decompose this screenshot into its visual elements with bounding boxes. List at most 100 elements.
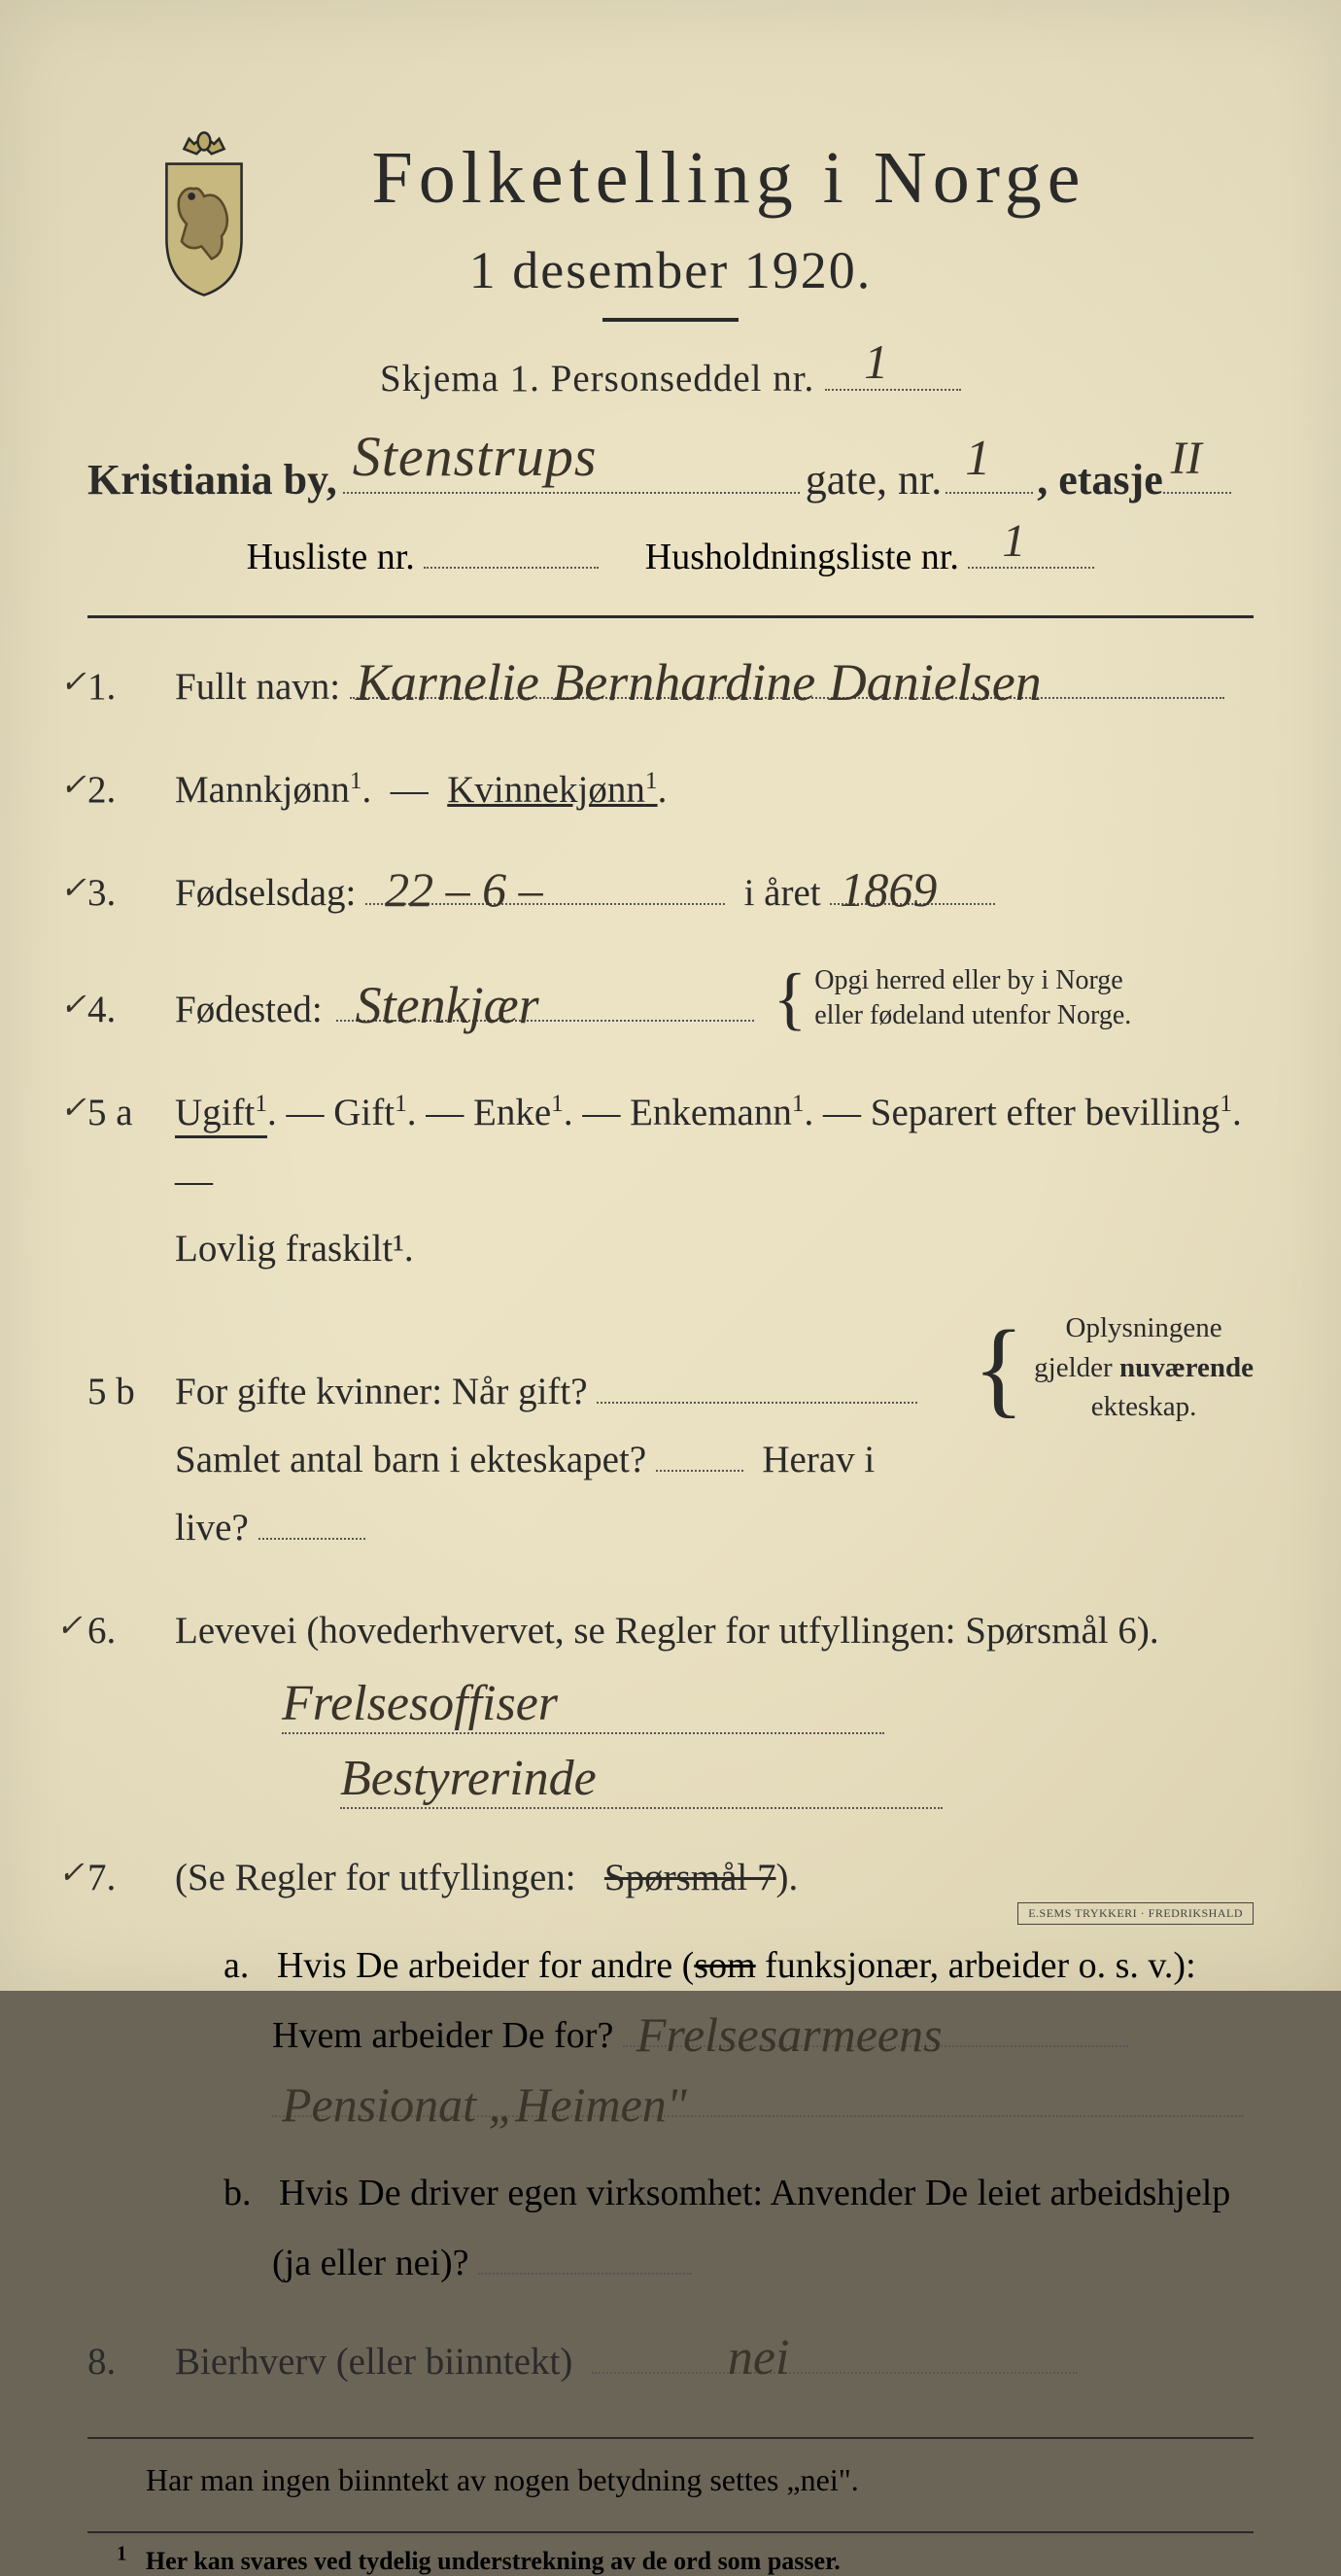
q2-checkmark: ✓: [60, 766, 86, 803]
etasje-label: , etasje: [1037, 455, 1163, 505]
title-divider: [602, 318, 739, 322]
q2-female[interactable]: Kvinnekjønn1: [447, 769, 657, 811]
q5b-line1: For gifte kvinner: Når gift?: [175, 1371, 588, 1412]
census-form-page: Folketelling i Norge 1 desember 1920. Sk…: [0, 0, 1341, 1991]
hushold-nr-field[interactable]: 1: [968, 532, 1094, 569]
q4-number: ✓ 4.: [87, 988, 175, 1031]
q5b-live-field[interactable]: [258, 1502, 365, 1540]
q1-name-field[interactable]: Karnelie Bernhardine Danielsen: [350, 661, 1224, 699]
q5a-ugift: Ugift1: [175, 1092, 267, 1138]
street-value: Stenstrups: [353, 424, 598, 489]
q8-field[interactable]: nei: [592, 2336, 1078, 2374]
header-rule: [87, 615, 1254, 618]
q4-label: Fødested:: [175, 976, 323, 1044]
city-line: Kristiania by, Stenstrups gate, nr. 1 , …: [87, 451, 1254, 505]
etasje-field[interactable]: II: [1163, 451, 1231, 494]
question-1: ✓ 1. Fullt navn: Karnelie Bernhardine Da…: [87, 653, 1254, 721]
q6-hw2-value: Bestyrerinde: [340, 1751, 597, 1806]
q7a-text2: Hvem arbeider De for?: [272, 2015, 613, 2056]
q2-male[interactable]: Mannkjønn1.: [175, 769, 371, 811]
q5b-gift-field[interactable]: [597, 1366, 917, 1404]
hushold-nr-value: 1: [1002, 514, 1025, 568]
q7b-label: b.: [224, 2173, 252, 2213]
q2-number: ✓ 2.: [87, 768, 175, 812]
q4-place-field[interactable]: Stenkjær: [336, 984, 754, 1022]
q7a-text1: Hvis De arbeider for andre (som funksjon…: [277, 1945, 1196, 1986]
form-header: Folketelling i Norge 1 desember 1920. Sk…: [87, 136, 1254, 400]
personseddel-nr-field[interactable]: 1: [825, 353, 961, 391]
q8-label: Bierhverv (eller biinntekt): [175, 2341, 572, 2383]
question-6: ✓ 6. Levevei (hovederhvervet, se Regler …: [87, 1597, 1254, 1665]
footnote-rule: [87, 2531, 1254, 2533]
q7b-text2: (ja eller nei)?: [272, 2243, 469, 2283]
q7a-field-1[interactable]: Frelsesarmeens: [623, 2010, 1128, 2047]
skjema-line: Skjema 1. Personseddel nr. 1: [87, 353, 1254, 400]
q6-checkmark: ✓: [56, 1607, 83, 1644]
q3-label: Fødselsdag:: [175, 872, 356, 914]
footer-rule: [87, 2437, 1254, 2439]
footer-note: Har man ingen biinntekt av nogen betydni…: [87, 2462, 1254, 2498]
q5a-checkmark: ✓: [60, 1089, 86, 1126]
q4-side-note: { Opgi herred eller by i Norge eller fød…: [774, 963, 1132, 1034]
q4-place-value: Stenkjær: [356, 958, 539, 1053]
question-5a: ✓ 5 a Ugift1. — Gift1. — Enke1. — Enkema…: [87, 1079, 1254, 1284]
q3-year-label: i året: [744, 872, 821, 914]
q1-label: Fullt navn:: [175, 666, 340, 708]
hushold-label: Husholdningsliste nr.: [645, 537, 959, 577]
q5b-number: 5 b: [87, 1370, 175, 1413]
q7-number: ✓ 7.: [87, 1856, 175, 1899]
q7a-field-2[interactable]: Pensionat „Heimen": [272, 2080, 1244, 2117]
question-3: ✓ 3. Fødselsdag: 22 – 6 – i året 1869: [87, 859, 1254, 927]
q3-number: ✓ 3.: [87, 871, 175, 915]
question-4: ✓ 4. Fødested: Stenkjær { Opgi herred el…: [87, 963, 1254, 1044]
q5a-number: ✓ 5 a: [87, 1091, 175, 1134]
husliste-nr-field[interactable]: [424, 532, 599, 569]
printer-mark: E.SEMS TRYKKERI · FREDRIKSHALD: [1017, 1902, 1254, 1925]
q6-hw1-value: Frelsesoffiser: [282, 1676, 558, 1731]
q7a: a. Hvis De arbeider for andre (som funks…: [87, 1931, 1254, 2141]
q5b-line2a: Samlet antal barn i ekteskapet?: [175, 1439, 646, 1480]
q7b: b. Hvis De driver egen virksomhet: Anven…: [87, 2158, 1254, 2298]
question-8: 8. Bierhverv (eller biinntekt) nei: [87, 2328, 1254, 2396]
q3-day-field[interactable]: 22 – 6 –: [365, 867, 725, 905]
q6-answer-2: Bestyrerinde: [87, 1750, 1254, 1809]
q5b-side-note: { Oplysningene gjelder nuværende ekteska…: [973, 1308, 1254, 1427]
q8-value: nei: [728, 2313, 790, 2404]
gate-label: gate, nr.: [806, 455, 943, 505]
q7a-hw2-value: Pensionat „Heimen": [282, 2059, 687, 2151]
footnote: 1 Her kan svares ved tydelig understrekn…: [87, 2543, 1254, 2576]
gate-nr-field[interactable]: 1: [946, 451, 1033, 494]
q6-number: ✓ 6.: [87, 1609, 175, 1653]
street-field[interactable]: Stenstrups: [343, 451, 800, 494]
gate-nr-value: 1: [965, 430, 990, 487]
q1-name-value: Karnelie Bernhardine Danielsen: [356, 636, 1042, 730]
q6-label: Levevei (hovederhvervet, se Regler for u…: [175, 1597, 1254, 1665]
q4-checkmark: ✓: [60, 986, 86, 1023]
q3-year-field[interactable]: 1869: [830, 867, 995, 905]
form-title: Folketelling i Norge: [204, 136, 1254, 221]
personseddel-nr-value: 1: [864, 333, 889, 390]
q7a-label: a.: [224, 1945, 249, 1986]
q6-answer-1: Frelsesoffiser: [87, 1675, 1254, 1734]
q1-number: ✓ 1.: [87, 665, 175, 709]
q7-checkmark: ✓: [58, 1854, 85, 1891]
husliste-line: Husliste nr. Husholdningsliste nr. 1: [87, 532, 1254, 578]
q5a-options2[interactable]: Lovlig fraskilt¹.: [175, 1228, 414, 1270]
city-label: Kristiania by,: [87, 455, 337, 505]
question-2: ✓ 2. Mannkjønn1. — Kvinnekjønn1.: [87, 756, 1254, 824]
husliste-label: Husliste nr.: [247, 537, 415, 577]
question-5b: 5 b For gifte kvinner: Når gift? Samlet …: [87, 1308, 1254, 1562]
q1-checkmark: ✓: [60, 663, 86, 700]
coat-of-arms-icon: [141, 126, 267, 301]
q7b-text1: Hvis De driver egen virksomhet: Anvender…: [279, 2173, 1230, 2213]
q5a-options[interactable]: Ugift1. — Gift1. — Enke1. — Enkemann1. —…: [175, 1092, 1242, 1201]
q3-day-value: 22 – 6 –: [385, 846, 543, 933]
q6-field-2[interactable]: Bestyrerinde: [340, 1750, 943, 1809]
q3-year-value: 1869: [840, 846, 937, 933]
skjema-label: Skjema 1. Personseddel nr.: [380, 358, 814, 400]
q8-number: 8.: [87, 2340, 175, 2384]
q7b-field[interactable]: [478, 2238, 692, 2275]
q3-checkmark: ✓: [60, 869, 86, 906]
q5b-barn-field[interactable]: [656, 1434, 743, 1472]
q6-field-1[interactable]: Frelsesoffiser: [282, 1675, 884, 1734]
